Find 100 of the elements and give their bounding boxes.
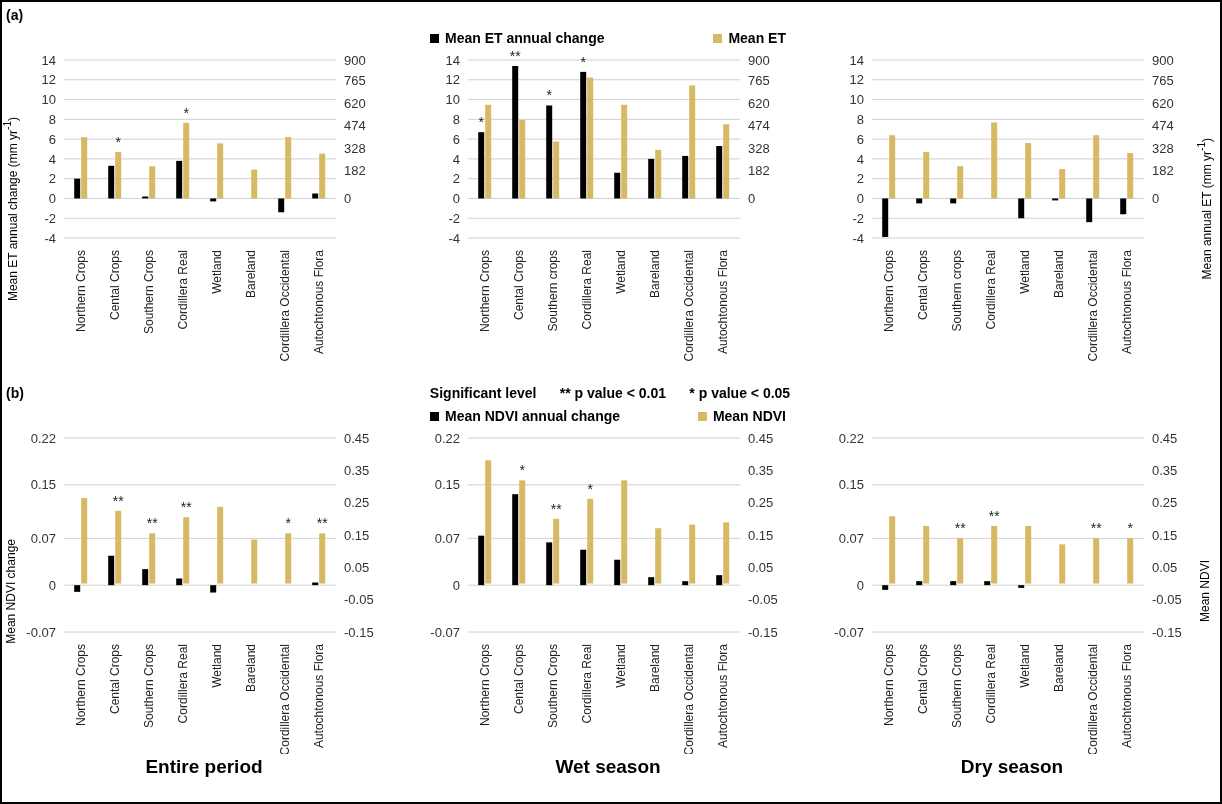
y2-tick-label: -0.15 [1152,624,1182,640]
y-tick-label: 4 [452,151,460,167]
y2-tick-label: 474 [748,118,770,134]
bar [217,143,224,199]
y2-tick-label: 0.15 [344,527,370,543]
bar [251,539,258,584]
y2-tick-label: 620 [344,95,366,111]
x-tick-label: Cordillera Real [176,250,190,330]
x-tick-label: Autochtonous Flora [312,643,326,749]
x-tick-label: Cental Crops [512,644,526,715]
x-tick-label: Bareland [1052,644,1066,693]
data-label: * [183,104,190,121]
data-label: ** [954,520,967,537]
y2-tick-label: 0.15 [748,527,774,543]
y-tick-label: -2 [852,210,864,226]
y2-tick-label: 182 [344,163,366,179]
y-tick-label: 0 [48,191,56,207]
bar [485,460,492,584]
y2-tick-label: 182 [748,163,770,179]
x-tick-label: Wetland [614,644,628,688]
x-tick-label: Autochtonous Flora [312,249,326,355]
x-tick-label: Wetland [210,250,224,294]
data-label: ** [509,47,522,64]
x-tick-label: Southern Crops [142,250,156,335]
y-tick-label: 2 [856,171,864,187]
y-tick-label: 0.07 [30,530,56,546]
data-label: ** [316,515,329,532]
bar [1093,135,1100,199]
y-tick-label: -2 [44,210,56,226]
data-label: * [1127,520,1134,537]
y-tick-label: 12 [445,72,460,88]
y2-tick-label: 0.35 [344,462,370,478]
x-tick-label: Cordillera Occidental [1086,250,1100,362]
bar [278,198,285,213]
y-tick-label: 10 [445,92,460,108]
bar [991,525,998,584]
bar [1127,538,1134,584]
bar [614,559,621,586]
y-tick-label: -0.07 [26,624,56,640]
bar [689,85,696,199]
y2-tick-label: 765 [748,73,770,89]
y-tick-label: 0 [856,577,864,593]
y2-tick-label: 0.15 [1152,527,1178,543]
y2-tick-label: 620 [1152,95,1174,111]
y-tick-label: 0.07 [838,530,864,546]
x-axis-title: Dry season [959,756,1065,778]
y2-tick-label: 474 [344,118,366,134]
bar [716,575,723,586]
y-tick-label: 0 [452,191,460,207]
x-tick-label: Wetland [614,250,628,294]
x-tick-label: Bareland [1052,250,1066,299]
x-tick-label: Bareland [648,250,662,299]
data-label: ** [112,492,125,509]
y2-tick-label: 328 [1152,140,1174,156]
data-label: * [580,53,587,70]
bar [621,480,628,584]
y2-tick-label: 0.25 [344,495,370,511]
y-tick-label: -4 [852,230,864,246]
legend-label: Mean NDVI annual change [445,408,621,424]
x-tick-label: Northern Crops [882,250,896,333]
bar [923,525,930,584]
y2-tick-label: -0.15 [748,624,778,640]
y-tick-label: 4 [48,151,56,167]
bar [1059,169,1066,199]
y2-tick-label: 0.45 [344,430,370,446]
bar [723,522,730,584]
y-tick-label: 6 [452,131,460,147]
y2-tick-label: 0.05 [748,559,774,575]
x-axis-title: Wet season [554,756,662,778]
x-tick-label: Cordillera Occidental [278,644,292,756]
y2-tick-label: 900 [748,52,770,68]
y-tick-label: 10 [41,92,56,108]
y-tick-label: 8 [452,111,460,127]
y2-axis-title: Mean NDVI [1198,559,1212,623]
legend-label: Mean ET [728,30,786,46]
y2-tick-label: 0 [1152,191,1160,207]
y-tick-label: 2 [452,171,460,187]
text: (b) [6,385,24,401]
data-label: ** [180,499,193,516]
y-tick-label: 0.22 [30,430,56,446]
x-tick-label: Southern Crops [950,644,964,729]
bar [312,582,319,586]
legend-label: Mean NDVI [712,408,786,424]
bar [217,506,224,584]
data-label: ** [1090,520,1103,537]
x-tick-label: Autochtonous Flora [716,643,730,749]
x-tick-label: Wetland [1018,644,1032,688]
x-tick-label: Cordillera Real [580,644,594,724]
data-label: ** [988,507,1001,524]
bar [183,517,190,584]
y2-tick-label: 0.45 [1152,430,1178,446]
bar [176,578,183,586]
y2-tick-label: -0.05 [1152,592,1182,608]
data-label: * [115,134,122,150]
y-tick-label: -2 [448,210,460,226]
bar [210,585,217,593]
data-label: * [285,515,292,532]
bar [319,153,326,199]
x-tick-label: Cental Crops [916,644,930,715]
x-tick-label: Autochtonous Flora [1120,249,1134,355]
